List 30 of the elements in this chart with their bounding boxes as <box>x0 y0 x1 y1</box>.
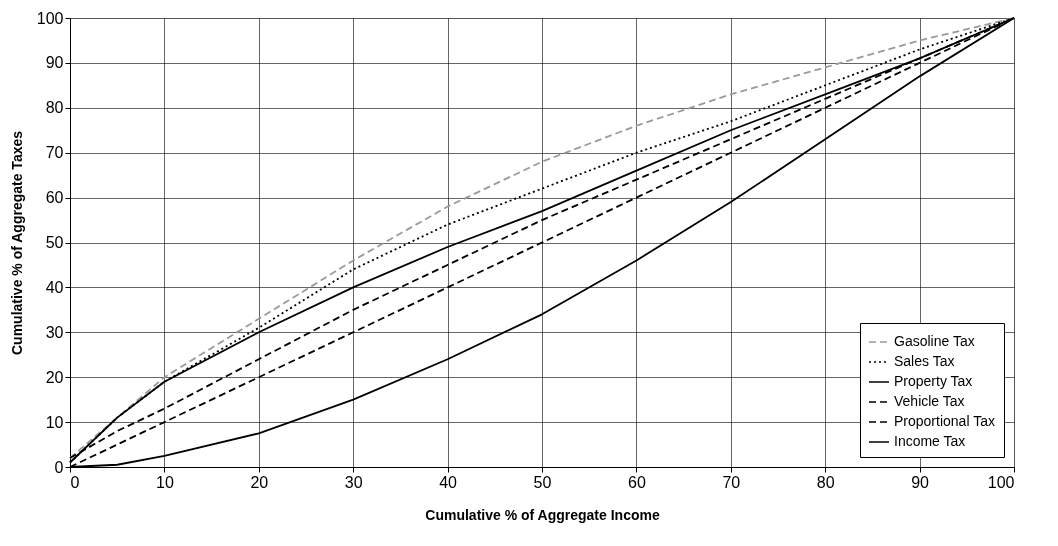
legend-label: Sales Tax <box>894 353 955 369</box>
legend-label: Proportional Tax <box>894 413 995 429</box>
x-tick-label: 40 <box>439 473 458 491</box>
y-tick-label: 100 <box>36 9 64 27</box>
legend-label: Property Tax <box>894 373 973 389</box>
x-tick-label: 0 <box>70 473 80 491</box>
x-tick-label: 90 <box>911 473 930 491</box>
y-tick-label: 90 <box>45 54 64 72</box>
x-axis-title: Cumulative % of Aggregate Income <box>425 506 660 523</box>
legend-label: Income Tax <box>894 433 966 449</box>
y-tick-label: 10 <box>45 413 64 431</box>
legend-label: Gasoline Tax <box>894 333 975 349</box>
x-tick-label: 60 <box>628 473 646 491</box>
x-tick-label: 100 <box>987 473 1015 491</box>
legend-label: Vehicle Tax <box>894 393 965 409</box>
y-tick-label: 30 <box>45 323 64 341</box>
y-axis-title: Cumulative % of Aggregate Taxes <box>8 130 25 356</box>
x-tick-label: 30 <box>344 473 363 491</box>
y-tick-label: 40 <box>45 278 64 296</box>
y-tick-label: 50 <box>45 234 64 251</box>
y-tick-label: 60 <box>45 189 64 207</box>
x-tick-label: 70 <box>722 473 741 491</box>
x-tick-label: 80 <box>816 473 835 491</box>
x-tick-label: 50 <box>533 473 552 491</box>
y-tick-label: 70 <box>45 144 64 162</box>
x-tick-label: 10 <box>156 473 174 491</box>
x-tick-label: 20 <box>250 473 269 491</box>
y-tick-label: 0 <box>54 458 64 476</box>
y-tick-label: 20 <box>45 368 64 386</box>
y-tick-label: 80 <box>45 99 64 117</box>
